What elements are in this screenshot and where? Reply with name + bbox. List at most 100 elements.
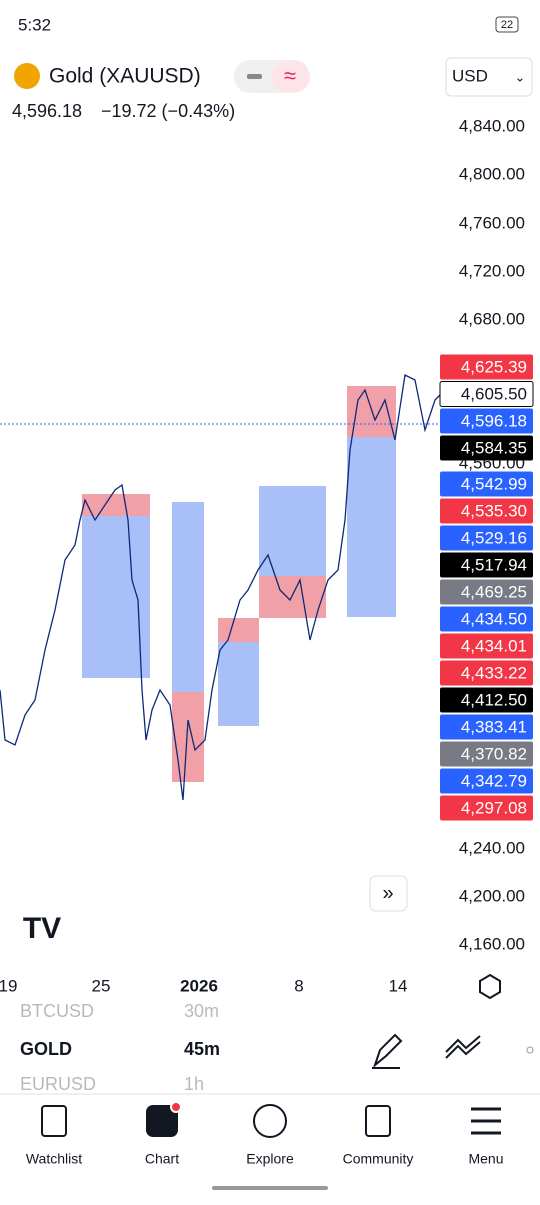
toggle-active-icon: ≈ [284,63,296,88]
zone [218,618,259,642]
zone [347,437,396,617]
zone [218,642,259,726]
price-axis: 4,840.00 4,800.00 4,760.00 4,720.00 4,680.00… [459,116,525,953]
price-tick-label: 4,760.00 [459,213,525,232]
price-label: 4,542.99 [461,474,527,493]
watch-interval[interactable]: 1h [184,1074,204,1094]
watch-interval[interactable]: 30m [184,1001,219,1021]
price-label: 4,469.25 [461,582,527,601]
price-label-box [440,525,533,551]
price-tick-label: 4,720.00 [459,261,525,280]
price-label: 4,535.30 [461,501,527,520]
time-tick-label: 8 [294,976,303,995]
nav-icon [365,1105,391,1137]
toggle-icon [247,74,262,79]
price-label: 4,370.82 [461,744,527,763]
price-label-box [440,687,533,713]
price-label-box [440,579,533,605]
watch-symbol[interactable]: BTCUSD [20,1001,94,1021]
indicator-tool[interactable] [445,1035,481,1059]
more[interactable] [526,1046,534,1054]
symbol[interactable]: Gold (XAUUSD) [49,65,201,88]
zone [172,692,204,782]
change: −19.72 (−0.43%) [101,101,235,121]
price-label: 4,596.18 [461,411,527,430]
price-tick-label: 4,160.00 [459,934,525,953]
zone [82,494,150,516]
price-series [0,374,441,801]
price-label: 4,605.50 [461,384,527,403]
price-label-box [440,471,533,497]
time-tick-label: 19 [0,976,17,995]
nav-label[interactable]: Explore [246,1151,294,1167]
zone [82,515,150,678]
price-label: 4,584.35 [461,438,527,457]
nav-label[interactable]: Watchlist [26,1151,82,1167]
nav-icon [253,1104,287,1138]
price-label: 4,433.22 [461,663,527,682]
nav-label[interactable]: Menu [468,1151,503,1167]
price-label-box [440,498,533,524]
price-tick-label: 4,680.00 [459,309,525,328]
time-tick-label: 25 [92,976,111,995]
price-label-box [440,435,533,461]
home-indicator [212,1186,328,1190]
nav-bar: Watchlist Chart Explore Community Menu [26,1101,504,1167]
nav-label[interactable]: Chart [145,1151,179,1167]
chevron: ⌄ [515,69,526,84]
draw-tool[interactable] [372,1033,403,1069]
price-label: 4,625.39 [461,357,527,376]
watch-interval[interactable]: 45m [184,1039,220,1059]
price-label-box [440,660,533,686]
battery-level: 22 [501,19,513,31]
time-tick-label: 14 [389,976,408,995]
nav-label[interactable]: Community [343,1151,414,1167]
nav-icon [146,1105,178,1137]
price-label-box [440,741,533,767]
price-label: 4,529.16 [461,528,527,547]
price-label-box [440,408,533,434]
price-label-box [440,633,533,659]
price-label-box [440,714,533,740]
price-label-box [440,552,533,578]
price-label-box [440,606,533,632]
zone [259,486,326,576]
badge [170,1101,182,1113]
price-label: 4,297.08 [461,798,527,817]
scroll-icon: » [382,882,393,904]
time-axis: 19 25 2026 8 14 [0,976,407,995]
price-label: 4,517.94 [461,555,527,574]
toggle-active [272,61,309,92]
price-labels: 4,625.39 4,605.50 4,596.18 4,584.35 4,542.99… [439,354,534,821]
price-tick-label: 4,800.00 [459,164,525,183]
logo: TV [23,912,61,945]
price-label-box [440,795,533,821]
price-label-box [440,768,533,794]
settings[interactable] [479,973,501,1000]
price-label: 4,342.79 [461,771,527,790]
battery [495,16,519,33]
price-tick-label: 4,840.00 [459,116,525,135]
time-tick-label: 2026 [180,976,218,995]
zone [259,576,326,618]
status-time: 5:32 [18,15,51,34]
scroll-button[interactable] [369,875,408,912]
currency: USD [452,66,488,85]
currency-select[interactable] [445,57,533,97]
price-tick-label: 4,200.00 [459,886,525,905]
price-tick-label: 4,240.00 [459,838,525,857]
watch-symbol[interactable]: GOLD [20,1039,72,1059]
price-label: 4,383.41 [461,717,527,736]
gold-icon [14,63,40,89]
price-label-box [440,354,533,380]
price: 4,596.18 [12,101,82,121]
zone [172,502,204,692]
watchlist: BTCUSD 30m GOLD 45m EURUSD 1h [20,1001,220,1094]
zones [82,437,396,726]
nav-icon [41,1105,67,1137]
price-label-box [439,381,534,407]
price-label: 4,412.50 [461,690,527,709]
watch-symbol[interactable]: EURUSD [20,1074,96,1094]
